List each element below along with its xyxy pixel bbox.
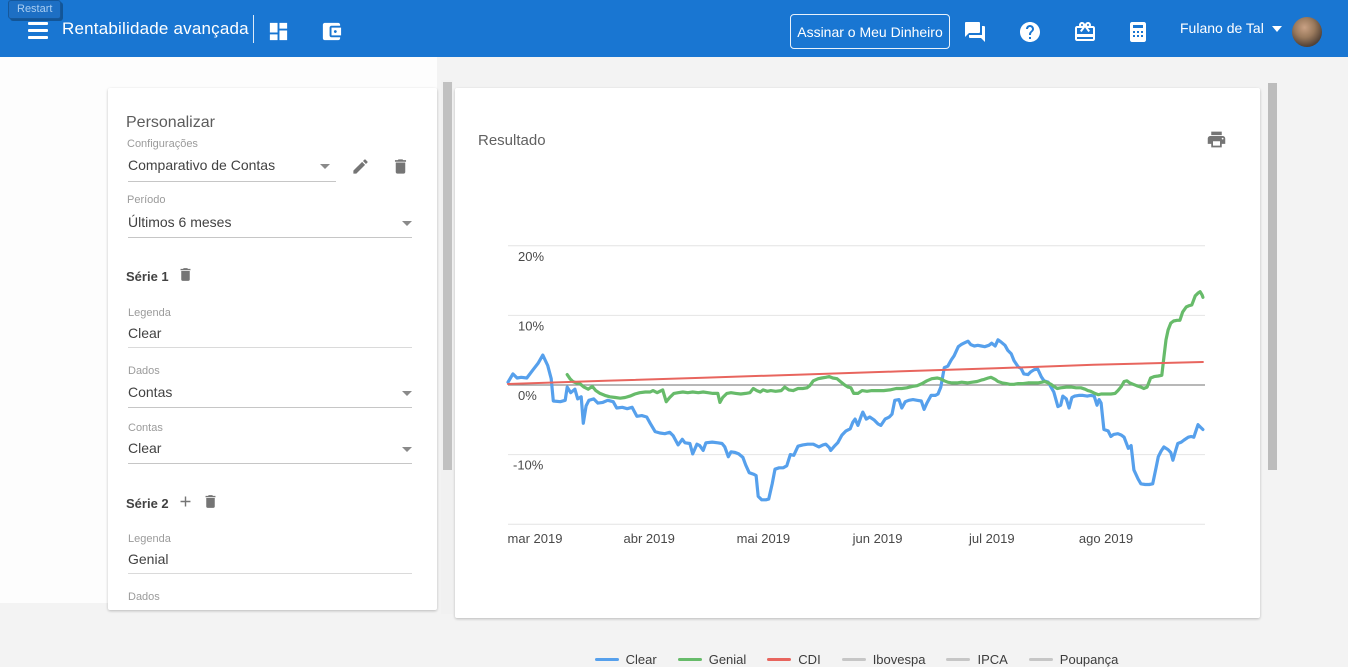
svg-text:mar 2019: mar 2019 — [508, 531, 563, 546]
edit-icon[interactable] — [351, 157, 370, 181]
legend-swatch — [677, 658, 702, 661]
caret-down-icon[interactable] — [402, 447, 412, 452]
legend-label: Clear — [625, 652, 657, 667]
legend-label: CDI — [798, 652, 821, 667]
calculator-icon[interactable] — [1126, 20, 1150, 49]
period-label: Período — [127, 194, 166, 206]
help-icon[interactable] — [1018, 20, 1042, 49]
caret-down-icon[interactable] — [1272, 26, 1282, 32]
svg-text:10%: 10% — [518, 318, 544, 333]
restart-overlay-button[interactable]: Restart — [8, 0, 62, 19]
series2-legend-label: Legenda — [128, 533, 171, 545]
add-icon[interactable] — [177, 493, 194, 515]
svg-text:jul 2019: jul 2019 — [968, 531, 1015, 546]
series1-title: Série 1 — [126, 269, 169, 284]
result-panel: Resultado 20% 10% 0% -10% mar 2019 abr 2019 ma… — [455, 88, 1260, 667]
series1-account-select[interactable]: Clear — [128, 440, 162, 456]
legend-label: Poupança — [1059, 652, 1119, 667]
settings-underline — [128, 181, 336, 182]
legend-label: Ibovespa — [872, 652, 926, 667]
subscribe-button[interactable]: Assinar o Meu Dinheiro — [790, 14, 950, 49]
period-underline — [128, 237, 412, 238]
series1-data-underline — [128, 407, 412, 408]
legend-item-cdi[interactable]: CDI — [767, 652, 821, 667]
series1-account-underline — [128, 463, 412, 464]
svg-text:0%: 0% — [518, 388, 537, 403]
series1-legend-input[interactable]: Clear — [128, 325, 162, 341]
delete-icon[interactable] — [177, 266, 194, 288]
settings-label: Configurações — [127, 138, 198, 150]
legend-swatch — [1028, 658, 1053, 661]
gift-icon[interactable] — [1073, 20, 1097, 49]
svg-text:jun 2019: jun 2019 — [852, 531, 903, 546]
svg-text:ago 2019: ago 2019 — [1079, 531, 1133, 546]
legend-item-poupança[interactable]: Poupança — [1028, 652, 1119, 667]
legend-swatch — [841, 658, 866, 661]
page-title: Rentabilidade avançada — [62, 19, 249, 38]
dashboard-icon[interactable] — [267, 20, 290, 48]
result-chart[interactable]: 20% 10% 0% -10% mar 2019 abr 2019 mai 2019 jun … — [455, 88, 1260, 618]
series1-legend-label: Legenda — [128, 307, 171, 319]
panel-title: Personalizar — [126, 114, 215, 131]
menu-icon[interactable] — [28, 22, 48, 43]
series1-account-label: Contas — [128, 422, 163, 434]
series2-data-label: Dados — [128, 591, 160, 603]
series1-legend-underline — [128, 347, 412, 348]
avatar[interactable] — [1292, 17, 1322, 47]
sidebar-scrollbar-thumb[interactable] — [443, 82, 452, 470]
user-menu[interactable]: Fulano de Tal — [1180, 20, 1264, 36]
series2-title: Série 2 — [126, 496, 169, 511]
legend-swatch — [767, 658, 792, 661]
legend-swatch — [946, 658, 971, 661]
legend-item-ipca[interactable]: IPCA — [946, 652, 1008, 667]
series2-legend-input[interactable]: Genial — [128, 551, 169, 567]
settings-select[interactable]: Comparativo de Contas — [128, 157, 276, 173]
header-divider — [253, 15, 254, 43]
caret-down-icon[interactable] — [402, 391, 412, 396]
legend-item-genial[interactable]: Genial — [677, 652, 747, 667]
result-title: Resultado — [478, 132, 546, 149]
caret-down-icon[interactable] — [402, 221, 412, 226]
delete-icon[interactable] — [391, 157, 410, 181]
series2-legend-underline — [128, 573, 412, 574]
svg-text:-10%: -10% — [513, 458, 544, 473]
wallet-icon[interactable] — [320, 20, 343, 48]
delete-icon[interactable] — [202, 493, 219, 515]
series1-data-select[interactable]: Contas — [128, 384, 173, 400]
print-icon[interactable] — [1206, 129, 1227, 155]
svg-text:abr 2019: abr 2019 — [624, 531, 675, 546]
caret-down-icon[interactable] — [320, 164, 330, 169]
period-select[interactable]: Últimos 6 meses — [128, 214, 232, 230]
legend-swatch — [594, 658, 619, 661]
legend-item-clear[interactable]: Clear — [594, 652, 657, 667]
chat-icon[interactable] — [963, 20, 987, 49]
legend-item-ibovespa[interactable]: Ibovespa — [841, 652, 926, 667]
series1-data-label: Dados — [128, 365, 160, 377]
page-scrollbar-thumb[interactable] — [1268, 83, 1277, 470]
legend-label: IPCA — [977, 652, 1008, 667]
svg-text:mai 2019: mai 2019 — [737, 531, 790, 546]
svg-text:20%: 20% — [518, 249, 544, 264]
app-bar: Rentabilidade avançada Assinar o Meu Din… — [0, 0, 1348, 57]
personalize-panel: Personalizar Configurações Comparativo d… — [108, 88, 437, 610]
chart-legend: Clear Genial CDI Ibovespa IPCA Poupança — [508, 652, 1205, 667]
legend-label: Genial — [708, 652, 747, 667]
